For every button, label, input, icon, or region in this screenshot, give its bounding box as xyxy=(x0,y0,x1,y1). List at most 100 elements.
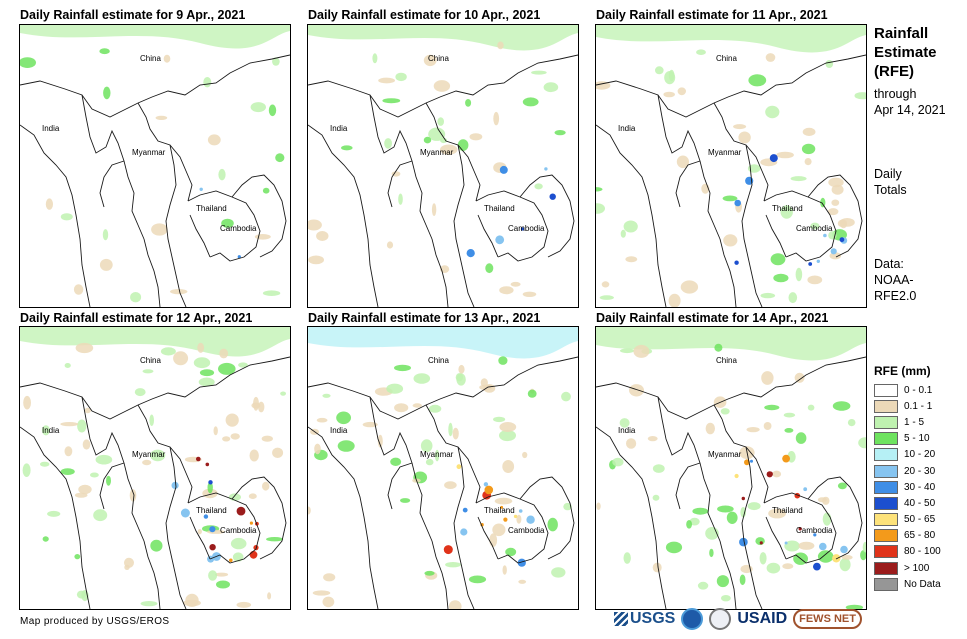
rainfall-patch xyxy=(676,155,689,169)
rainfall-patch xyxy=(563,502,572,511)
heavy-rain-cell xyxy=(741,496,745,501)
rainfall-patch xyxy=(428,404,442,413)
rainfall-patch xyxy=(522,97,539,107)
legend-label: 1 - 5 xyxy=(904,416,925,428)
rainfall-patch xyxy=(722,195,738,202)
heavy-rain-cell xyxy=(734,199,741,207)
rainfall-patch xyxy=(216,580,230,589)
map-title: Rainfall Estimate (RFE) xyxy=(874,24,937,81)
rainfall-patch xyxy=(686,520,692,529)
rainfall-patch xyxy=(776,151,794,159)
legend-item: 20 - 30 xyxy=(874,463,964,479)
rainfall-patch xyxy=(862,541,866,553)
rainfall-patch xyxy=(198,377,215,387)
rainfall-band xyxy=(596,25,866,53)
map-label-myanmar: Myanmar xyxy=(132,450,166,459)
rainfall-patch xyxy=(433,80,451,92)
rainfall-patch xyxy=(428,127,446,141)
usgs-logo: USGS xyxy=(614,610,675,628)
country-boundary xyxy=(308,426,379,609)
rainfall-map-2: China India Myanmar Thailand Cambodia xyxy=(307,24,579,308)
rainfall-patch xyxy=(60,422,79,427)
rainfall-patch xyxy=(400,498,411,503)
rainfall-patch xyxy=(780,205,793,219)
rainfall-patch xyxy=(795,432,807,444)
country-boundary xyxy=(20,124,91,307)
panel-title-5: Daily Rainfall estimate for 13 Apr., 202… xyxy=(308,311,541,325)
country-boundary xyxy=(187,492,261,564)
rainfall-patch xyxy=(828,208,839,216)
rainfall-patch xyxy=(825,60,834,68)
country-boundary xyxy=(189,516,211,560)
country-boundary xyxy=(165,144,187,307)
rainfall-patch xyxy=(420,439,433,453)
legend-label: 10 - 20 xyxy=(904,449,936,461)
agency-logos: USGS USAID FEWS NET xyxy=(614,606,862,632)
rainfall-band xyxy=(20,327,290,357)
map-label-cambodia: Cambodia xyxy=(796,526,833,535)
rainfall-patch xyxy=(250,102,266,113)
map-label-thailand: Thailand xyxy=(484,506,515,515)
rainfall-patch xyxy=(140,601,158,607)
rainfall-patch xyxy=(431,203,437,217)
rainfall-patch xyxy=(74,554,81,560)
heavy-rain-cell xyxy=(518,509,523,513)
rainfall-patch xyxy=(629,384,644,397)
rainfall-patch xyxy=(619,418,630,428)
rainfall-patch xyxy=(435,449,440,462)
rainfall-patch xyxy=(322,393,331,398)
data-source-line-2: RFE2.0 xyxy=(874,289,917,303)
legend-label: 20 - 30 xyxy=(904,465,936,477)
legend-title: RFE (mm) xyxy=(874,364,931,378)
rainfall-patch xyxy=(554,130,566,136)
rainfall-patch xyxy=(801,143,816,155)
rainfall-patch xyxy=(625,256,638,263)
rainfall-patch xyxy=(485,263,494,274)
country-boundary xyxy=(763,190,837,262)
heavy-rain-cell xyxy=(205,462,210,467)
daily-label: Daily xyxy=(874,167,902,181)
legend-item: 10 - 20 xyxy=(874,447,964,463)
rainfall-patch xyxy=(163,54,171,63)
rainfall-patch xyxy=(64,446,73,457)
map-label-cambodia: Cambodia xyxy=(220,224,257,233)
rainfall-patch xyxy=(362,421,378,428)
legend-item: 30 - 40 xyxy=(874,479,964,495)
legend-item: 40 - 50 xyxy=(874,495,964,511)
rainfall-patch xyxy=(93,509,108,522)
rainfall-patch xyxy=(99,48,110,55)
rainfall-patch xyxy=(448,600,462,609)
rainfall-patch xyxy=(254,234,271,240)
rainfall-band xyxy=(308,327,578,359)
map-title-line-3: (RFE) xyxy=(874,63,914,80)
map-label-india: India xyxy=(618,426,636,435)
map-canvas: China India Myanmar Thailand Cambodia xyxy=(596,25,866,307)
rainfall-patch xyxy=(502,565,507,575)
country-boundary xyxy=(807,174,863,258)
usaid-logo: USAID xyxy=(737,610,788,627)
rainfall-patch xyxy=(457,139,469,151)
noaa-logo-icon xyxy=(681,608,704,630)
heavy-rain-cell xyxy=(443,545,453,555)
rainfall-patch xyxy=(623,552,631,564)
country-boundary xyxy=(231,476,287,560)
rainfall-patch xyxy=(759,552,767,565)
country-boundary xyxy=(596,356,866,420)
country-boundary xyxy=(475,492,549,564)
map-canvas: China India Myanmar Thailand Cambodia xyxy=(596,327,866,609)
rainfall-patch xyxy=(738,131,751,144)
rainfall-patch xyxy=(716,575,729,588)
legend-item: 0.1 - 1 xyxy=(874,398,964,414)
map-title-line-1: Rainfall xyxy=(874,25,929,42)
rainfall-patch xyxy=(499,286,514,295)
heavy-rain-cell xyxy=(734,260,739,265)
rainfall-patch xyxy=(251,402,261,409)
rainfall-patch xyxy=(680,280,699,294)
rainfall-patch xyxy=(493,111,500,126)
rainfall-patch xyxy=(280,391,286,396)
legend-label: 50 - 65 xyxy=(904,514,936,526)
rainfall-patch xyxy=(225,413,239,427)
map-canvas: China India Myanmar Thailand Cambodia xyxy=(308,25,578,307)
legend-item: No Data xyxy=(874,576,964,592)
legend-swatch xyxy=(874,383,898,397)
